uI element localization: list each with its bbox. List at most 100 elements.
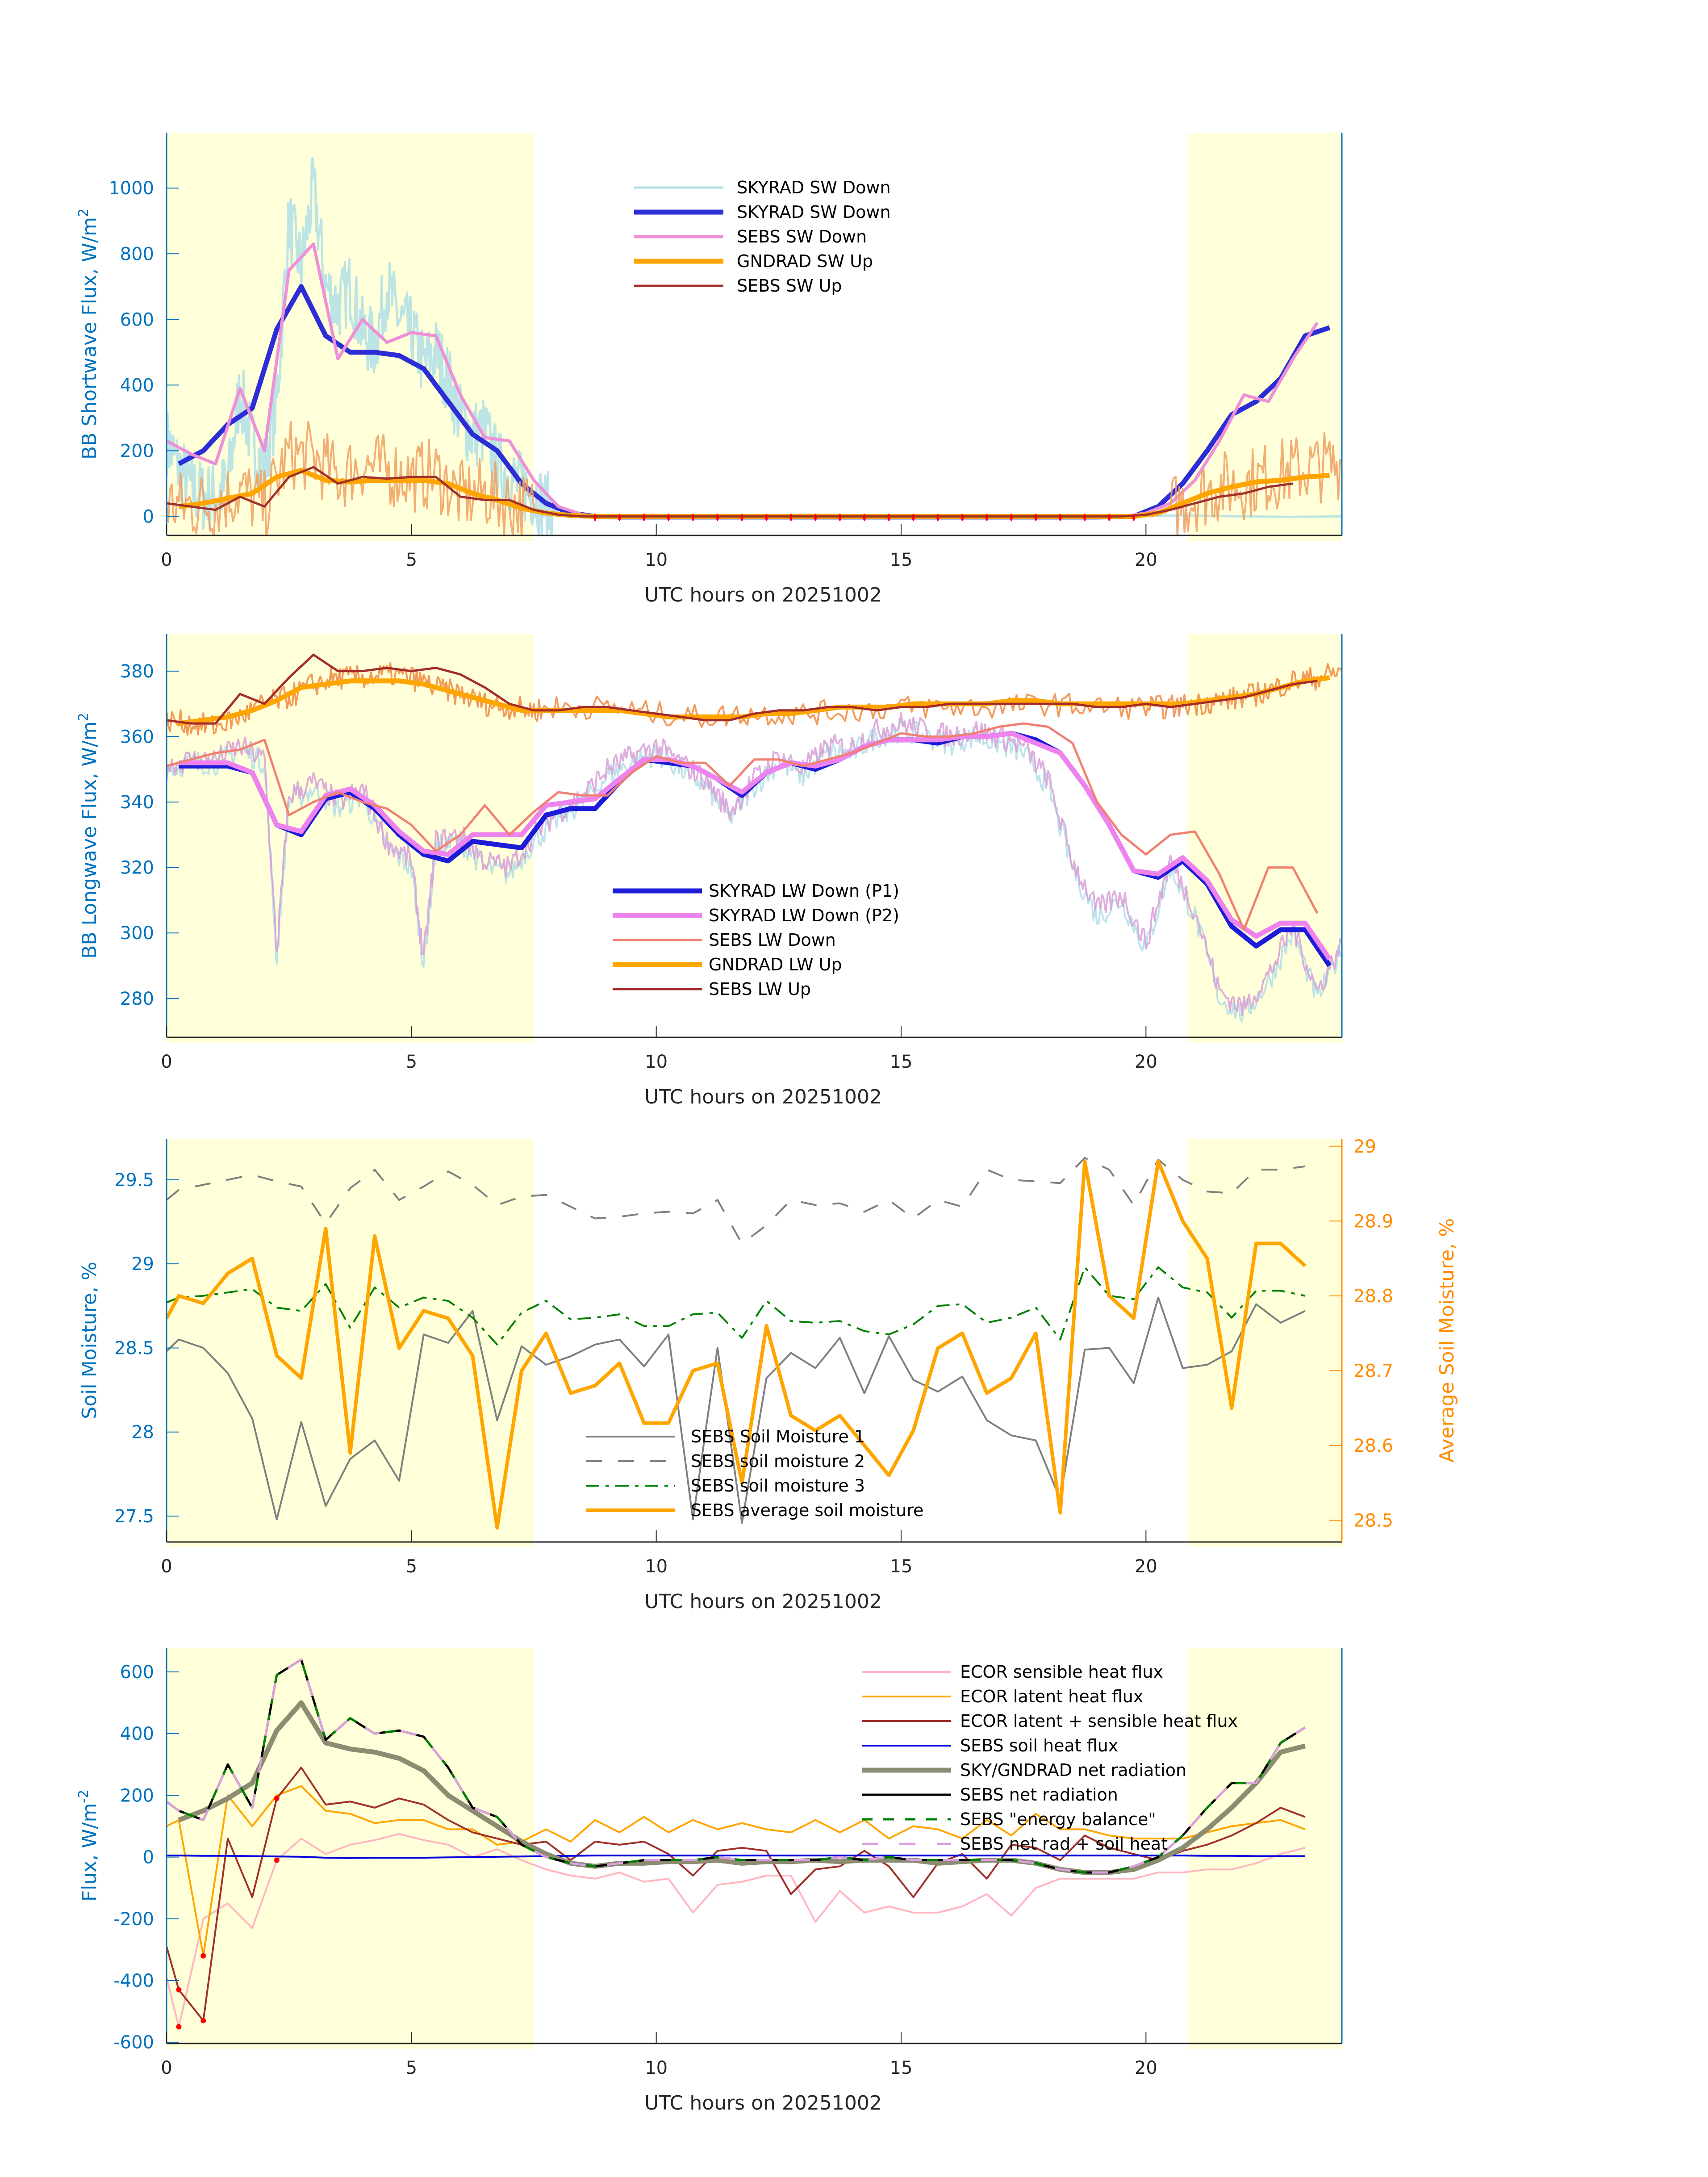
y-tick-label: 360	[120, 727, 154, 747]
x-tick-label: 20	[1135, 550, 1157, 570]
legend-label: SEBS soil moisture 3	[691, 1476, 865, 1496]
series-line-sebs-lw-up	[167, 653, 1318, 725]
y-tick-label: 400	[120, 1724, 154, 1744]
y-tick-label: 280	[120, 989, 154, 1009]
y-axis-title-text: BB Longwave Flux, W/m	[78, 721, 101, 959]
legend-label: SEBS net radiation	[960, 1785, 1118, 1805]
y-axis-title-text: BB Shortwave Flux, W/m	[78, 217, 101, 460]
series-line-ecor-latent-sensible-heat-flux	[167, 1767, 1306, 2022]
legend-label: ECOR sensible heat flux	[960, 1662, 1163, 1682]
x-axis-title: UTC hours on 20251002	[644, 584, 882, 606]
legend-label: SKYRAD LW Down (P1)	[709, 881, 899, 901]
legend-label: ECOR latent heat flux	[960, 1687, 1143, 1706]
series-line-sebs-sw-down	[167, 242, 1319, 519]
legend: SKYRAD LW Down (P1) SKYRAD LW Down (P2) SE…	[613, 881, 899, 999]
x-tick-label: 15	[890, 1556, 913, 1577]
y-tick-label: 300	[120, 923, 154, 944]
data-marker	[936, 514, 940, 521]
night-shading-band	[1187, 1139, 1342, 1547]
data-marker	[667, 514, 670, 521]
x-tick-label: 20	[1135, 1052, 1157, 1072]
y-axis-title: Soil Moisture, %	[78, 1262, 101, 1419]
longwave-panel: 0 5 10 15 20 280 300 320 340 360 380 UTC hours on 2…	[76, 634, 1343, 1108]
y-axis-title-superscript: -2	[76, 1790, 92, 1803]
flux-panel: 0 5 10 15 20 -600 -400 -200 0 200 400 600 UTC hours …	[76, 1648, 1343, 2114]
series-group	[167, 1658, 1306, 2030]
series-group	[167, 1157, 1307, 1530]
night-shading-band	[1187, 133, 1342, 541]
outlier-marker	[200, 1953, 206, 1959]
legend: SEBS Soil Moisture 1 SEBS soil moisture 2…	[586, 1427, 923, 1520]
y-tick-label: 0	[143, 506, 154, 527]
data-marker	[740, 514, 743, 521]
y-axis-title-superscript: 2	[76, 209, 92, 217]
legend-label: SKYRAD LW Down (P2)	[709, 906, 899, 925]
data-marker	[789, 514, 793, 521]
x-tick-label: 5	[406, 1556, 417, 1577]
series-line-skyrad-lw-down-raw-	[167, 718, 1342, 1023]
series-line-sebs-average-soil-moisture	[167, 1159, 1307, 1530]
x-tick-label: 5	[406, 1052, 417, 1072]
legend-label: SEBS "energy balance"	[960, 1809, 1156, 1829]
data-marker	[961, 514, 964, 521]
night-shading-band	[167, 1139, 534, 1547]
x-tick-label: 15	[890, 1052, 913, 1072]
y-axis-title-text: Flux, W/m	[78, 1803, 101, 1902]
series-line-sebs-net-rad-soil-heat	[167, 1658, 1306, 1874]
series-group	[167, 653, 1342, 1023]
legend-label: SEBS average soil moisture	[691, 1500, 923, 1520]
series-line-ecor-latent-heat-flux	[167, 1785, 1306, 1957]
data-marker	[643, 514, 646, 521]
legend-label: SKYRAD SW Down	[737, 202, 891, 222]
y-tick-label: 1000	[109, 178, 154, 199]
right-y-tick-label: 28.8	[1353, 1286, 1393, 1307]
legend-label: SEBS Soil Moisture 1	[691, 1427, 865, 1446]
legend: SKYRAD SW Down SKYRAD SW Down SEBS SW Down…	[634, 178, 891, 296]
data-marker	[691, 514, 694, 521]
legend-label: SEBS SW Down	[737, 227, 867, 247]
x-tick-label: 10	[645, 1052, 668, 1072]
right-y-axis-title: Average Soil Moisture, %	[1436, 1218, 1458, 1462]
x-tick-label: 20	[1135, 2058, 1157, 2078]
data-marker	[814, 514, 817, 521]
series-line-sebs-sw-up	[167, 466, 1293, 518]
x-tick-label: 5	[406, 2058, 417, 2078]
y-tick-label: 380	[120, 661, 154, 682]
legend-label: SEBS net rad + soil heat	[960, 1834, 1168, 1854]
y-axis-title: BB Longwave Flux, W/m2	[76, 713, 101, 959]
y-tick-label: 200	[120, 1785, 154, 1806]
right-y-tick-label: 28.5	[1353, 1510, 1393, 1531]
outlier-marker	[274, 1857, 280, 1863]
legend: ECOR sensible heat flux ECOR latent heat …	[862, 1662, 1238, 1854]
data-marker	[887, 514, 890, 521]
soil-moisture-panel: 0 5 10 15 20 27.5 28 28.5 29 29.5 28.5 28.6 28.7 28.8…	[78, 1137, 1458, 1613]
y-axis-title: BB Shortwave Flux, W/m2	[76, 209, 101, 460]
x-axis-title: UTC hours on 20251002	[644, 1590, 882, 1613]
x-tick-label: 20	[1135, 1556, 1157, 1577]
legend-label: SEBS soil moisture 2	[691, 1451, 865, 1471]
y-tick-label: 29.5	[114, 1170, 154, 1191]
y-tick-label: 28	[131, 1422, 154, 1443]
data-marker	[1083, 514, 1086, 521]
data-marker	[716, 514, 719, 521]
series-line-skyrad-lw-down-p2-	[179, 731, 1332, 961]
legend-label: ECOR latent + sensible heat flux	[960, 1711, 1238, 1731]
y-tick-label: 200	[120, 441, 154, 461]
x-tick-label: 0	[161, 550, 172, 570]
legend-label: SKYRAD SW Down	[737, 178, 891, 197]
series-line-sebs-soil-moisture-3	[167, 1266, 1306, 1345]
series-line-sebs-soil-heat-flux	[167, 1855, 1305, 1859]
night-shading-band	[167, 634, 534, 1043]
data-marker	[863, 514, 866, 521]
data-marker	[1034, 514, 1037, 521]
y-axis-title: Flux, W/m-2	[76, 1790, 101, 1902]
y-tick-label: 28.5	[114, 1338, 154, 1358]
data-marker	[1010, 514, 1013, 521]
y-tick-label: 800	[120, 244, 154, 264]
right-y-tick-label: 28.7	[1353, 1361, 1393, 1381]
legend-label: SEBS LW Down	[709, 930, 836, 950]
x-axis-title: UTC hours on 20251002	[644, 2092, 882, 2114]
x-tick-label: 10	[645, 550, 668, 570]
y-tick-label: 340	[120, 792, 154, 813]
